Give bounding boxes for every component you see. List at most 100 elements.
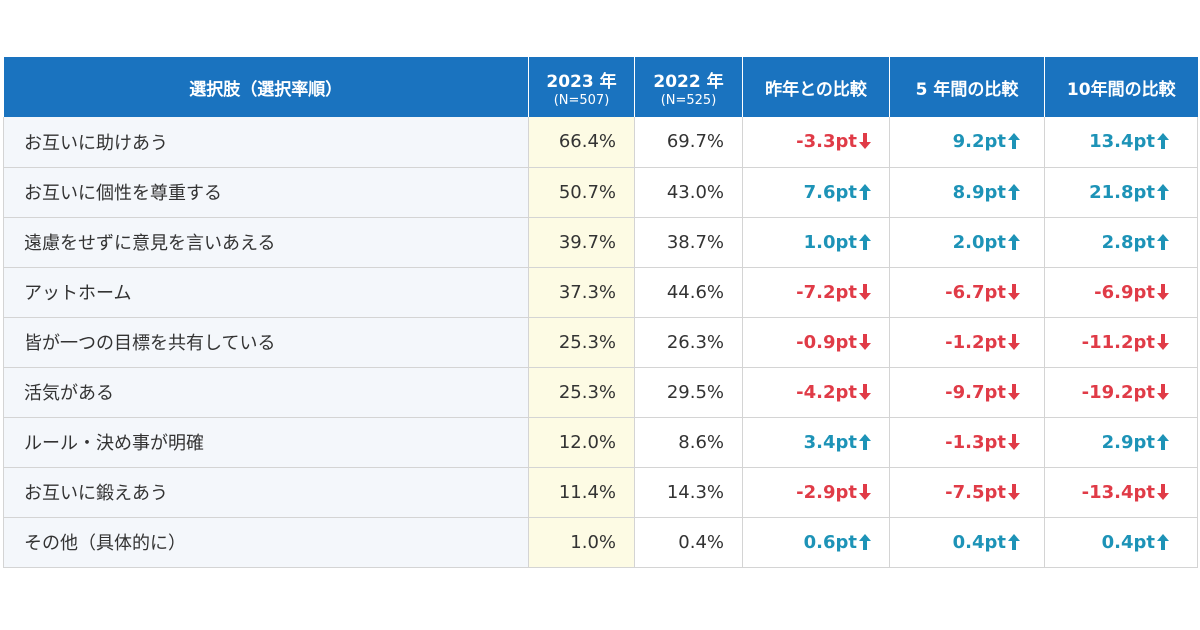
diff-5-years: -9.7pt <box>889 367 1045 418</box>
table-row: 活気がある 25.3% 29.5% -4.2pt -9.7pt -19.2pt <box>3 367 1198 418</box>
value-2023: 39.7% <box>528 217 635 268</box>
row-label: その他（具体的に） <box>3 517 529 568</box>
table-row: ルール・決め事が明確 12.0% 8.6% 3.4pt -1.3pt 2.9pt <box>3 417 1198 468</box>
table-row: アットホーム 37.3% 44.6% -7.2pt -6.7pt -6.9pt <box>3 267 1198 318</box>
value-2023: 50.7% <box>528 167 635 218</box>
header-vs-5y-text: 5 年間の比較 <box>915 79 1019 100</box>
arrow-up-icon <box>1008 133 1020 150</box>
diff-5-years: -7.5pt <box>889 467 1045 518</box>
table-row: 遠慮をせずに意見を言いあえる 39.7% 38.7% 1.0pt 2.0pt 2.8pt <box>3 217 1198 268</box>
diff-last-year: 1.0pt <box>742 217 890 268</box>
diff-5-years-text: 8.9pt <box>952 181 1006 203</box>
value-2022: 26.3% <box>634 317 743 368</box>
diff-5-years-text: -1.2pt <box>945 331 1006 353</box>
diff-10-years: -11.2pt <box>1044 317 1198 368</box>
diff-10-years: 0.4pt <box>1044 517 1198 568</box>
diff-10-years-text: 13.4pt <box>1089 131 1155 153</box>
diff-5-years: -1.3pt <box>889 417 1045 468</box>
header-2023-n: (N=507) <box>553 92 610 108</box>
arrow-up-icon <box>1157 183 1169 200</box>
diff-last-year: -7.2pt <box>742 267 890 318</box>
diff-last-year: -3.3pt <box>742 117 890 168</box>
arrow-up-icon <box>859 183 871 200</box>
diff-10-years: 2.9pt <box>1044 417 1198 468</box>
arrow-up-icon <box>1157 533 1169 550</box>
diff-5-years: -1.2pt <box>889 317 1045 368</box>
diff-last-year-text: -3.3pt <box>796 131 857 153</box>
arrow-down-icon <box>1157 333 1169 350</box>
diff-5-years: 2.0pt <box>889 217 1045 268</box>
diff-10-years-text: -6.9pt <box>1094 281 1155 303</box>
value-2023: 66.4% <box>528 117 635 168</box>
value-2022: 38.7% <box>634 217 743 268</box>
table-row: 皆が一つの目標を共有している 25.3% 26.3% -0.9pt -1.2pt -11.… <box>3 317 1198 368</box>
diff-5-years-text: 0.4pt <box>952 531 1006 553</box>
diff-10-years: 2.8pt <box>1044 217 1198 268</box>
diff-5-years-text: 9.2pt <box>952 131 1006 153</box>
table-body: お互いに助けあう 66.4% 69.7% -3.3pt 9.2pt 13.4pt お互いに個… <box>3 117 1198 568</box>
diff-last-year-text: -4.2pt <box>796 381 857 403</box>
row-label: お互いに個性を尊重する <box>3 167 529 218</box>
diff-last-year-text: -2.9pt <box>796 481 857 503</box>
table-row: お互いに助けあう 66.4% 69.7% -3.3pt 9.2pt 13.4pt <box>3 117 1198 168</box>
value-2023: 25.3% <box>528 317 635 368</box>
header-vs-10y-text: 10年間の比較 <box>1066 79 1176 100</box>
diff-5-years-text: -7.5pt <box>945 481 1006 503</box>
arrow-up-icon <box>859 433 871 450</box>
arrow-up-icon <box>1157 233 1169 250</box>
diff-last-year: 3.4pt <box>742 417 890 468</box>
value-2022: 0.4% <box>634 517 743 568</box>
arrow-down-icon <box>1008 433 1020 450</box>
arrow-up-icon <box>1008 533 1020 550</box>
diff-last-year-text: 3.4pt <box>803 431 857 453</box>
diff-last-year-text: -7.2pt <box>796 281 857 303</box>
header-label-text: 選択肢（選択率順） <box>189 79 343 100</box>
header-vs-5y: 5 年間の比較 <box>889 57 1045 117</box>
arrow-down-icon <box>1008 483 1020 500</box>
diff-10-years-text: -11.2pt <box>1081 331 1155 353</box>
arrow-up-icon <box>859 233 871 250</box>
row-label: 活気がある <box>3 367 529 418</box>
diff-10-years-text: -19.2pt <box>1081 381 1155 403</box>
diff-last-year: 7.6pt <box>742 167 890 218</box>
value-2022: 44.6% <box>634 267 743 318</box>
row-label: 皆が一つの目標を共有している <box>3 317 529 368</box>
table-row: その他（具体的に） 1.0% 0.4% 0.6pt 0.4pt 0.4pt <box>3 517 1198 568</box>
row-label: お互いに助けあう <box>3 117 529 168</box>
header-vs-last-year: 昨年との比較 <box>742 57 890 117</box>
diff-5-years: 9.2pt <box>889 117 1045 168</box>
diff-last-year-text: -0.9pt <box>796 331 857 353</box>
diff-10-years-text: -13.4pt <box>1081 481 1155 503</box>
diff-10-years-text: 2.9pt <box>1101 431 1155 453</box>
table-row: お互いに個性を尊重する 50.7% 43.0% 7.6pt 8.9pt 21.8pt <box>3 167 1198 218</box>
row-label: お互いに鍛えあう <box>3 467 529 518</box>
arrow-down-icon <box>1157 283 1169 300</box>
arrow-down-icon <box>859 133 871 150</box>
diff-10-years: -6.9pt <box>1044 267 1198 318</box>
diff-last-year-text: 7.6pt <box>803 181 857 203</box>
diff-last-year: -2.9pt <box>742 467 890 518</box>
arrow-down-icon <box>1008 333 1020 350</box>
value-2022: 8.6% <box>634 417 743 468</box>
diff-last-year: -0.9pt <box>742 317 890 368</box>
arrow-up-icon <box>1157 133 1169 150</box>
diff-10-years-text: 21.8pt <box>1089 181 1155 203</box>
value-2023: 11.4% <box>528 467 635 518</box>
row-label: ルール・決め事が明確 <box>3 417 529 468</box>
diff-5-years-text: -9.7pt <box>945 381 1006 403</box>
header-label: 選択肢（選択率順） <box>3 57 529 117</box>
header-2022: 2022 年 (N=525) <box>634 57 743 117</box>
diff-last-year-text: 1.0pt <box>803 231 857 253</box>
diff-last-year: 0.6pt <box>742 517 890 568</box>
diff-last-year: -4.2pt <box>742 367 890 418</box>
diff-5-years: 0.4pt <box>889 517 1045 568</box>
arrow-down-icon <box>1008 383 1020 400</box>
header-2023-year: 2023 年 <box>546 71 617 92</box>
value-2022: 43.0% <box>634 167 743 218</box>
table-row: お互いに鍛えあう 11.4% 14.3% -2.9pt -7.5pt -13.4pt <box>3 467 1198 518</box>
table-header: 選択肢（選択率順） 2023 年 (N=507) 2022 年 (N=525) … <box>3 57 1198 117</box>
value-2023: 12.0% <box>528 417 635 468</box>
arrow-up-icon <box>859 533 871 550</box>
arrow-down-icon <box>1157 483 1169 500</box>
value-2023: 25.3% <box>528 367 635 418</box>
